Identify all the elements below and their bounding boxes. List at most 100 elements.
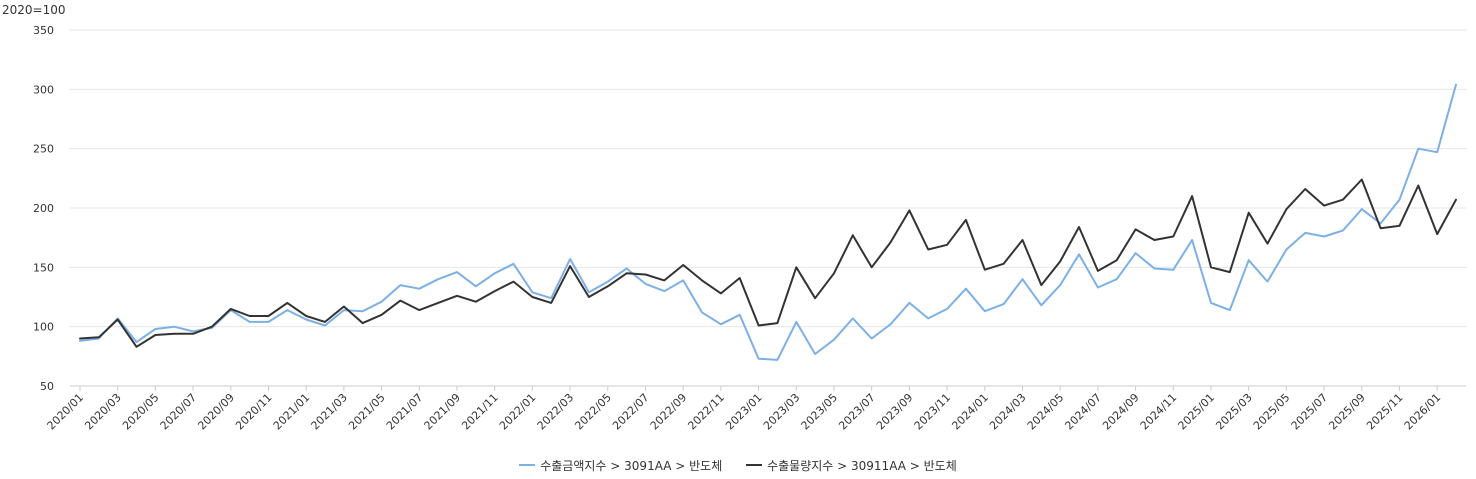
x-tick-label-2023-07: 2023/07	[836, 391, 878, 433]
data-point-series-1	[984, 310, 986, 312]
data-point-series-1	[739, 314, 741, 316]
data-point-series-1	[1021, 278, 1023, 280]
line-chart: 501001502002503003502020/012020/032020/0…	[33, 24, 1466, 433]
x-tick-label-2022-09: 2022/09	[648, 391, 690, 433]
x-tick-label-2022-05: 2022/05	[572, 391, 614, 433]
data-point-series-1	[852, 317, 854, 319]
legend-swatch-series-2	[746, 464, 763, 466]
data-point-series-2	[305, 315, 307, 317]
data-point-series-2	[1248, 212, 1250, 214]
data-point-series-1	[720, 323, 722, 325]
data-point-series-2	[1078, 226, 1080, 228]
data-point-series-1	[663, 290, 665, 292]
x-tick-label-2022-07: 2022/07	[610, 391, 652, 433]
legend-label-series-2: 수출물량지수 > 30911AA > 반도체	[767, 458, 957, 473]
data-point-series-1	[79, 340, 81, 342]
data-point-series-2	[531, 296, 533, 298]
data-point-series-1	[1097, 287, 1099, 289]
data-point-series-2	[267, 315, 269, 317]
data-point-series-1	[267, 321, 269, 323]
data-point-series-2	[588, 296, 590, 298]
x-tick-label-2024-03: 2024/03	[987, 391, 1029, 433]
data-point-series-2	[1361, 179, 1363, 181]
legend-item-export-value-index[interactable]: 수출금액지수 > 3091AA > 반도체	[519, 457, 722, 474]
data-point-series-2	[1285, 208, 1287, 210]
data-point-series-1	[1116, 278, 1118, 280]
data-point-series-1	[1342, 230, 1344, 232]
data-point-series-2	[1455, 199, 1457, 201]
data-point-series-1	[588, 291, 590, 293]
data-point-series-1	[795, 321, 797, 323]
data-point-series-1	[701, 311, 703, 313]
x-tick-label-2024-01: 2024/01	[949, 391, 991, 433]
x-tick-label-2022-03: 2022/03	[535, 391, 577, 433]
data-point-series-1	[569, 258, 571, 260]
data-point-series-1	[758, 358, 760, 360]
data-point-series-2	[1059, 260, 1061, 262]
data-point-series-1	[324, 324, 326, 326]
data-point-series-1	[399, 284, 401, 286]
data-point-series-2	[79, 338, 81, 340]
data-point-series-2	[946, 244, 948, 246]
data-point-series-2	[494, 290, 496, 292]
data-point-series-2	[701, 279, 703, 281]
data-point-series-1	[418, 288, 420, 290]
data-point-series-2	[890, 241, 892, 243]
data-point-series-1	[871, 338, 873, 340]
y-tick-label-150: 150	[33, 261, 54, 274]
data-point-series-2	[833, 272, 835, 274]
data-point-series-1	[1417, 148, 1419, 150]
data-point-series-1	[249, 321, 251, 323]
data-point-series-1	[513, 263, 515, 265]
data-point-series-2	[984, 269, 986, 271]
data-point-series-1	[550, 297, 552, 299]
data-point-series-1	[1210, 302, 1212, 304]
x-tick-label-2024-07: 2024/07	[1062, 391, 1104, 433]
data-point-series-1	[1398, 199, 1400, 201]
data-point-series-2	[607, 285, 609, 287]
x-tick-label-2025-07: 2025/07	[1289, 391, 1331, 433]
data-point-series-2	[1116, 259, 1118, 261]
data-point-series-2	[1191, 195, 1193, 197]
data-point-series-1	[475, 285, 477, 287]
x-tick-label-2023-09: 2023/09	[874, 391, 916, 433]
data-point-series-1	[908, 302, 910, 304]
data-point-series-1	[362, 310, 364, 312]
data-point-series-2	[1342, 199, 1344, 201]
data-point-series-2	[418, 309, 420, 311]
data-point-series-1	[1380, 222, 1382, 224]
data-point-series-1	[965, 288, 967, 290]
series-line-1	[79, 83, 1457, 361]
data-point-series-2	[927, 249, 929, 251]
data-point-series-2	[550, 302, 552, 304]
data-point-series-2	[249, 315, 251, 317]
data-point-series-2	[852, 234, 854, 236]
data-point-series-2	[173, 333, 175, 335]
data-point-series-1	[456, 271, 458, 273]
data-point-series-2	[776, 322, 778, 324]
data-point-series-2	[739, 277, 741, 279]
legend-swatch-series-1	[519, 464, 536, 466]
legend-item-export-volume-index[interactable]: 수출물량지수 > 30911AA > 반도체	[746, 457, 957, 474]
data-point-series-1	[173, 326, 175, 328]
data-point-series-2	[871, 266, 873, 268]
data-point-series-1	[626, 268, 628, 270]
x-tick-label-2025-11: 2025/11	[1364, 391, 1406, 433]
legend: 수출금액지수 > 3091AA > 반도체 수출물량지수 > 30911AA >…	[0, 455, 1476, 474]
data-point-series-1	[1323, 235, 1325, 237]
data-point-series-2	[644, 273, 646, 275]
data-point-series-2	[324, 321, 326, 323]
x-tick-label-2025-05: 2025/05	[1251, 391, 1293, 433]
data-point-series-2	[117, 319, 119, 321]
x-tick-label-2020-03: 2020/03	[82, 391, 124, 433]
data-point-series-2	[399, 300, 401, 302]
x-tick-label-2021-09: 2021/09	[422, 391, 464, 433]
data-point-series-1	[1285, 249, 1287, 251]
data-point-series-1	[927, 317, 929, 319]
data-point-series-2	[682, 264, 684, 266]
x-tick-label-2021-11: 2021/11	[459, 391, 501, 433]
data-point-series-1	[343, 309, 345, 311]
data-point-series-1	[946, 308, 948, 310]
x-tick-label-2024-11: 2024/11	[1138, 391, 1180, 433]
x-tick-label-2021-07: 2021/07	[384, 391, 426, 433]
